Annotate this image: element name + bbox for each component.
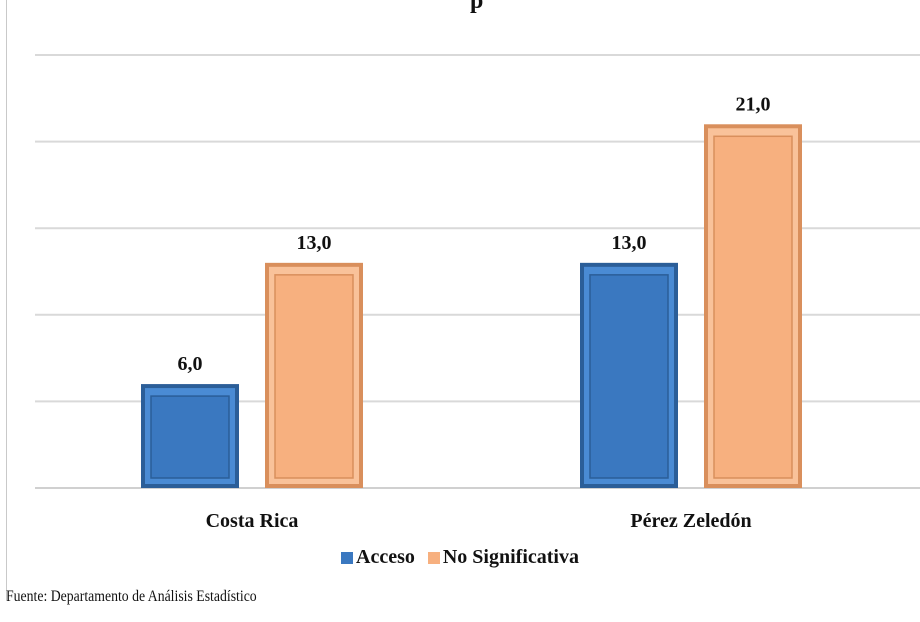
bar-acceso-perez-zeledon-face [589,274,669,479]
bar-acceso-perez-zeledon [580,262,678,488]
legend-item-acceso: Acceso [341,546,415,569]
legend-swatch-acceso [341,551,353,564]
source-note: Fuente: Departamento de Análisis Estadís… [6,588,257,605]
chart-title-partial: p [470,0,484,14]
bar-no-significativa-costa-rica-face [274,274,354,479]
bar-no-significativa-perez-zeledon-face [713,135,793,479]
data-label-no-significativa-perez-zeledon: 21,0 [736,93,771,115]
legend-label-no-significativa: No Significativa [442,546,579,568]
bar-chart: 6,0 13,0 Costa Rica 13,0 21,0 Pérez Zeledón [35,54,920,532]
bar-acceso-costa-rica [141,384,239,488]
legend-item-no-significativa: No Significativa [427,546,579,569]
data-label-acceso-costa-rica: 6,0 [178,353,203,375]
legend-swatch-no-significativa [427,551,440,564]
data-label-no-significativa-costa-rica: 13,0 [297,232,332,254]
category-label-perez-zeledon: Pérez Zeledón [630,510,751,532]
bar-acceso-costa-rica-face [150,395,230,479]
data-label-acceso-perez-zeledon: 13,0 [612,232,647,254]
bar-no-significativa-costa-rica [265,262,363,488]
category-label-costa-rica: Costa Rica [206,510,299,532]
bar-no-significativa-perez-zeledon [704,124,802,488]
left-border-line [6,0,7,600]
legend: Acceso No Significativa [0,546,920,570]
legend-label-acceso: Acceso [356,546,415,568]
